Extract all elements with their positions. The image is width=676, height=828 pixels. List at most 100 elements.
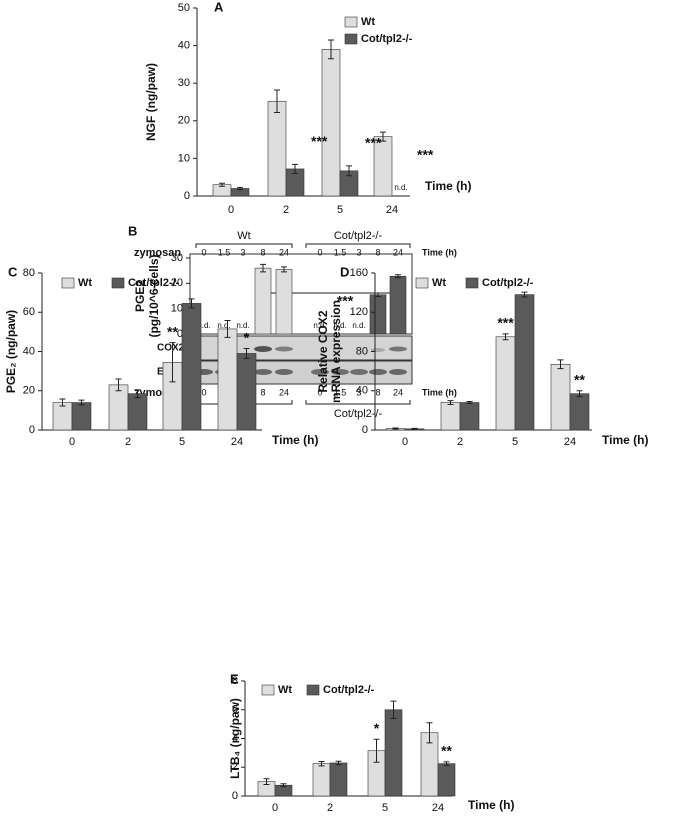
legend-swatch [465, 277, 479, 289]
x-tick-label: 1.5 [334, 387, 347, 397]
x-tick-label: 5 [512, 436, 518, 448]
error-bar [188, 298, 195, 309]
error-bar [426, 722, 433, 744]
x-tick-label: 1.5 [218, 247, 231, 257]
bar [389, 275, 407, 335]
x-tick-label: 24 [564, 436, 576, 448]
significance: *** [337, 293, 354, 309]
y-tick-label: 10 [178, 152, 190, 164]
x-tick-label: 0 [317, 247, 322, 257]
x-tick-label: 2 [457, 436, 463, 448]
error-bar [280, 783, 287, 788]
y-tick-label: 20 [23, 385, 35, 397]
x-tick-label: 24 [393, 247, 403, 257]
x-tick-label: 24 [231, 436, 243, 448]
panel-label: A [214, 0, 224, 14]
bar [569, 393, 590, 431]
x-tick-label: 5 [382, 802, 388, 814]
y-tick-label: 0 [177, 328, 183, 340]
bar [236, 353, 257, 431]
x-tick-label: 2 [125, 436, 131, 448]
legend-label: Wt [78, 277, 92, 289]
error-bar [346, 165, 352, 177]
y-axis-title: mRNA expression [329, 300, 343, 403]
bar [71, 402, 92, 431]
bar [52, 402, 73, 431]
y-tick-label: 50 [178, 2, 190, 14]
x-axis-title: Time (h) [468, 798, 514, 812]
y-tick-label: 20 [178, 115, 190, 127]
y-tick-label: 30 [178, 77, 190, 89]
value-label: n.d. [236, 321, 249, 330]
significance: ** [441, 743, 452, 759]
y-axis-title: LTB₄ (ng/paw) [228, 698, 242, 779]
error-bar [557, 359, 564, 370]
x-tick-label: 3 [240, 247, 245, 257]
y-tick-label: 0 [232, 790, 238, 802]
significance: *** [497, 315, 514, 331]
legend-swatch [306, 684, 320, 696]
y-tick-label: 20 [171, 277, 183, 289]
x-tick-label: 0 [228, 204, 234, 216]
legend-swatch [344, 33, 358, 45]
error-bar [390, 700, 397, 719]
x-axis-title: Time (h) [422, 247, 457, 257]
error-bar [392, 427, 399, 430]
error-bar [169, 342, 176, 383]
error-bar [466, 401, 473, 405]
x-title: zymosan [134, 247, 181, 259]
bar [254, 267, 272, 335]
x-tick-label: 3 [356, 247, 361, 257]
x-tick-label: 2 [327, 802, 333, 814]
x-tick-label: 8 [260, 387, 265, 397]
error-bar [260, 263, 266, 273]
panel-label: B [128, 223, 137, 238]
y-tick-label: 160 [350, 267, 368, 279]
plot-frame [189, 253, 413, 335]
error-bar [395, 274, 401, 279]
value-label: n.d. [333, 321, 346, 330]
y-tick-label: 0 [184, 190, 190, 202]
error-bar [380, 131, 386, 142]
y-axis-title: Relative COX2 [316, 310, 330, 392]
bar [321, 49, 341, 197]
panel-label: E [230, 671, 239, 686]
bar [127, 393, 148, 431]
value-label: n.d. [352, 321, 365, 330]
x-axis-title: Time (h) [272, 433, 318, 447]
x-tick-label: 8 [260, 247, 265, 257]
error-bar [375, 292, 381, 298]
bar [459, 402, 480, 431]
x-axis-title: Time (h) [602, 433, 648, 447]
legend-swatch [61, 277, 75, 289]
legend-label: Wt [361, 16, 375, 28]
legend-label: Cot/tpl2-/- [361, 33, 413, 45]
error-bar [274, 89, 280, 114]
group-label: Wt [237, 230, 250, 242]
error-bar [237, 186, 243, 191]
group-bracket [195, 243, 411, 248]
y-tick-label: 2 [232, 761, 238, 773]
error-bar [59, 398, 66, 407]
x-tick-label: 0 [201, 247, 206, 257]
blot-label: COX2 [157, 343, 185, 354]
y-axis-title: PGE2 [133, 280, 147, 312]
error-bar [443, 761, 450, 766]
x-tick-label: 3 [356, 387, 361, 397]
y-tick-label: 10 [171, 303, 183, 315]
bar [550, 363, 571, 431]
x-tick-label: 24 [432, 802, 444, 814]
group-label: Cot/tpl2-/- [334, 408, 383, 420]
y-tick-label: 40 [23, 345, 35, 357]
y-tick-label: 0 [362, 424, 368, 436]
legend-swatch [111, 277, 125, 289]
significance: ** [574, 371, 585, 387]
x-tick-label: 2 [283, 204, 289, 216]
y-tick-label: 40 [356, 385, 368, 397]
y-axis-title: PGE₂ (ng/paw) [4, 310, 18, 393]
x-axis-title: Time (h) [422, 387, 457, 397]
x-tick-label: 0 [69, 436, 75, 448]
error-bar [134, 389, 141, 399]
significance: *** [417, 147, 434, 163]
error-bar [224, 319, 231, 338]
